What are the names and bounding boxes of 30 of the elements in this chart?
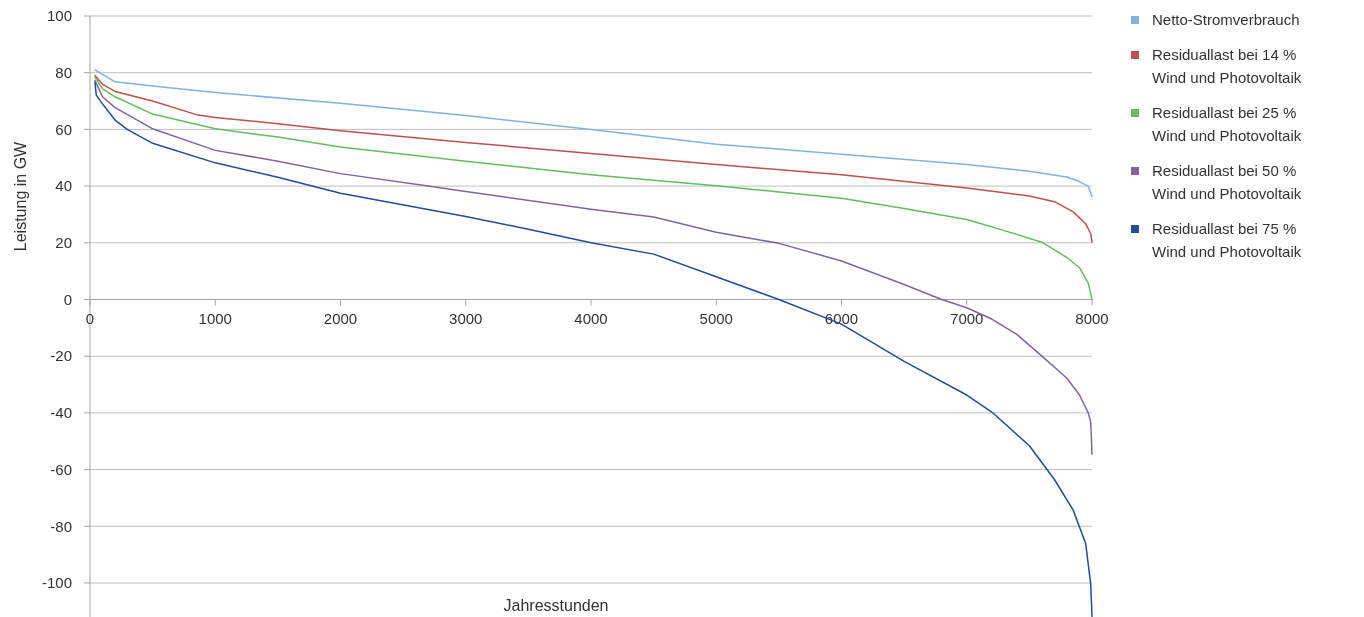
x-tick-label: 1000 — [198, 310, 232, 328]
y-tick-label: 20 — [55, 234, 72, 252]
line-series — [94, 74, 1093, 243]
line-series — [94, 76, 1093, 301]
y-tick-label: 100 — [46, 7, 72, 25]
line-series — [94, 69, 1093, 198]
y-tick-label: 80 — [55, 63, 72, 81]
x-tick-label: 6000 — [824, 310, 859, 328]
y-tick-label: 40 — [55, 177, 72, 195]
x-tick-label: 3000 — [449, 310, 483, 328]
x-tick-label: 5000 — [699, 310, 733, 328]
y-tick-label: -100 — [41, 574, 72, 592]
x-tick-label: 0 — [85, 310, 95, 328]
y-tick-label: -60 — [50, 460, 72, 478]
legend-label: Residuallast bei 75 % Wind und Photovoltaik — [1152, 220, 1302, 261]
y-axis-title: Leistung in GW — [12, 140, 29, 252]
x-tick-label: 8000 — [1075, 310, 1109, 328]
legend-label: Residuallast bei 50 % Wind und Photovoltaik — [1152, 162, 1302, 203]
legend-label: Netto-Stromverbrauch — [1152, 11, 1300, 29]
y-tick-label: -40 — [50, 404, 72, 422]
x-axis-title: Jahresstunden — [503, 597, 609, 614]
y-tick-label: -80 — [50, 517, 72, 535]
x-tick-label: 4000 — [574, 310, 608, 328]
y-tick-label: -20 — [50, 347, 72, 365]
legend-label: Residuallast bei 14 % Wind und Photovoltaik — [1152, 46, 1302, 87]
legend-label: Residuallast bei 25 % Wind und Photovoltaik — [1152, 104, 1302, 145]
y-tick-label: 0 — [63, 290, 72, 308]
x-tick-label: 2000 — [323, 310, 358, 328]
x-tick-label: 7000 — [950, 310, 984, 328]
y-tick-label: 60 — [55, 120, 72, 138]
